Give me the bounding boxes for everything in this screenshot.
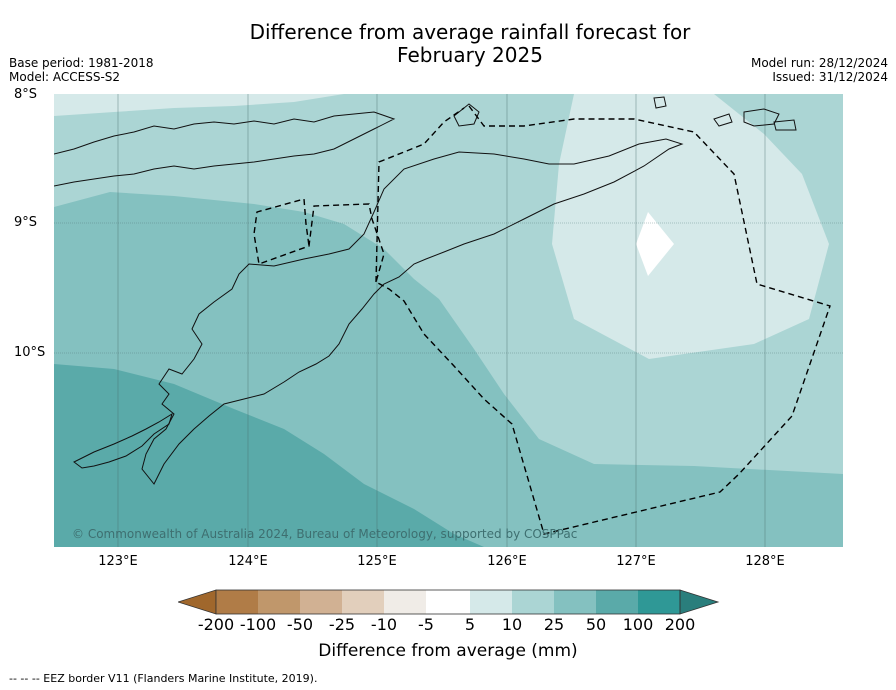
model-text: Model: ACCESS-S2 [9, 70, 121, 84]
colorbar-tick: 10 [501, 615, 523, 634]
eez-border [253, 105, 831, 535]
base-period-text: Base period: 1981-2018 [9, 56, 154, 70]
colorbar-bin [512, 590, 554, 614]
small-island-3 [713, 113, 733, 127]
lon-label-125e: 125°E [357, 554, 397, 569]
timor-island-coast [141, 138, 684, 485]
layer-5-10 [636, 212, 674, 276]
colorbar-bin [596, 590, 638, 614]
colorbar-tick: -200 [197, 615, 235, 634]
copyright-text: © Commonwealth of Australia 2024, Bureau… [72, 527, 578, 541]
colorbar-bin [300, 590, 342, 614]
lon-label-126e: 126°E [487, 554, 527, 569]
rote-island-coast [73, 412, 173, 469]
colorbar-tick: 200 [664, 615, 696, 634]
lon-label-123e: 123°E [98, 554, 138, 569]
lon-label-124e: 124°E [228, 554, 268, 569]
colorbar-tick: -50 [286, 615, 314, 634]
lat-label-10s: 10°S [14, 345, 46, 360]
layer-10-25-east [552, 94, 829, 359]
colorbar-tick: 50 [585, 615, 607, 634]
colorbar-bin [554, 590, 596, 614]
lat-label-9s: 9°S [14, 215, 38, 230]
colorbar-tick: -25 [328, 615, 356, 634]
colorbar-outline [215, 589, 681, 615]
small-island-2 [653, 96, 667, 109]
colorbar-bin [216, 590, 258, 614]
coastlines [54, 96, 797, 485]
colorbar-tick: -10 [370, 615, 398, 634]
lat-label-8s: 8°S [14, 87, 38, 102]
gridlines [54, 94, 843, 547]
colorbar-tick: -100 [239, 615, 277, 634]
colorbar-tick: 5 [464, 615, 476, 634]
colorbar-arrow-left [178, 589, 217, 615]
colorbar-bin [470, 590, 512, 614]
meta-right: Model run: 28/12/2024 Issued: 31/12/2024 [751, 56, 888, 84]
colorbar-tick: 25 [543, 615, 565, 634]
eez-border-north [375, 107, 465, 283]
colorbar-bin [258, 590, 300, 614]
chart-title-line2: February 2025 [397, 43, 543, 67]
rainfall-map [54, 94, 843, 547]
colorbar [178, 589, 720, 615]
issued-text: Issued: 31/12/2024 [772, 70, 888, 84]
chart-title-line1: Difference from average rainfall forecas… [249, 20, 691, 44]
colorbar-bin [342, 590, 384, 614]
eez-footnote: -- -- -- EEZ border V11 (Flanders Marine… [9, 672, 318, 685]
colorbar-bin [638, 590, 680, 614]
small-island-5 [773, 119, 797, 131]
small-island-1 [453, 103, 480, 127]
model-run-text: Model run: 28/12/2024 [750, 56, 888, 70]
colorbar-bin [384, 590, 426, 614]
colorbar-title: Difference from average (mm) [318, 641, 578, 661]
flores-island-coast [54, 111, 396, 187]
colorbar-bin [426, 590, 470, 614]
colorbar-tick: -5 [418, 615, 434, 634]
colorbar-tick: 100 [622, 615, 654, 634]
layer-10-25-west [54, 94, 344, 116]
colorbar-arrow-right [679, 589, 720, 615]
lon-label-128e: 128°E [745, 554, 785, 569]
lon-label-127e: 127°E [616, 554, 656, 569]
layer-100-200 [54, 364, 484, 547]
meta-left: Base period: 1981-2018 Model: ACCESS-S2 [9, 56, 154, 84]
